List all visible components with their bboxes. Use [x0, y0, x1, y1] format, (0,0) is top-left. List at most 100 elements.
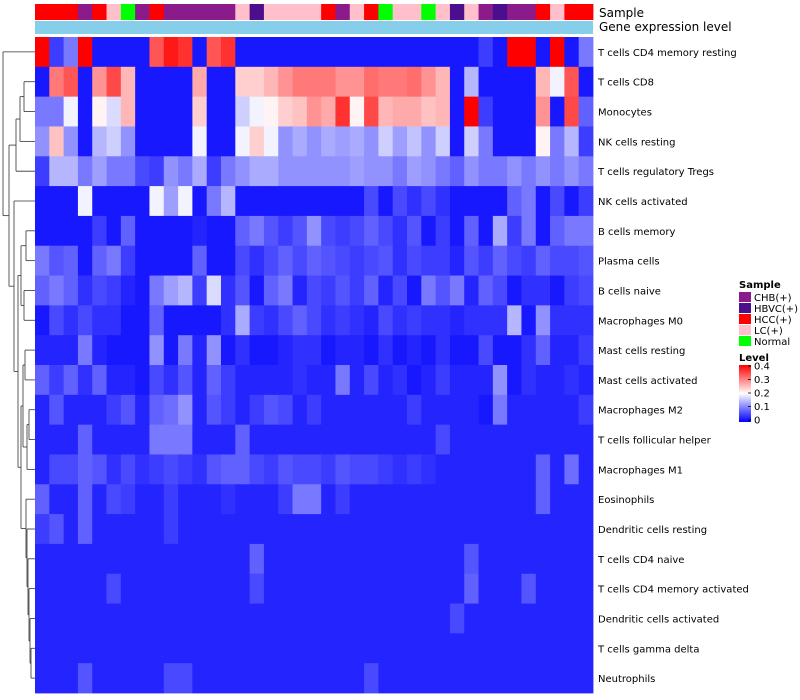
heatmap-cell — [263, 394, 279, 426]
heatmap-cell — [35, 663, 50, 694]
heatmap-cell — [135, 573, 150, 604]
heatmap-cell — [449, 66, 465, 98]
heatmap-cell — [221, 543, 236, 575]
heatmap-cell — [392, 156, 408, 187]
heatmap-cell — [492, 663, 508, 694]
heatmap-cell — [192, 514, 208, 545]
heatmap-cell — [178, 573, 193, 604]
heatmap-cell — [263, 573, 279, 604]
heatmap-cell — [535, 633, 551, 664]
heatmap-cell — [407, 96, 422, 127]
heatmap-cell — [306, 186, 322, 217]
heatmap-cell — [49, 394, 65, 426]
heatmap-cell — [535, 424, 551, 455]
heatmap-cell — [192, 335, 208, 366]
heatmap-cell — [120, 37, 136, 68]
heatmap-cell — [106, 215, 122, 247]
heatmap-cell — [478, 365, 494, 396]
sample-annotation-cell — [206, 4, 222, 20]
heatmap-cell — [435, 37, 451, 68]
heatmap-cell — [435, 573, 451, 604]
heatmap-cell — [392, 663, 408, 694]
heatmap-cell — [364, 365, 379, 396]
heatmap-cell — [407, 394, 422, 426]
heatmap-cell — [263, 245, 279, 276]
heatmap-cell — [550, 215, 565, 247]
heatmap-cell — [521, 156, 537, 187]
heatmap-cell — [221, 66, 236, 98]
heatmap-cell — [249, 215, 265, 247]
heatmap-cell — [478, 215, 494, 247]
row-label: T cells CD4 memory activated — [597, 585, 749, 596]
heatmap-cell — [564, 663, 580, 694]
heatmap-cell — [335, 365, 351, 396]
heatmap-cell — [550, 66, 565, 98]
heatmap-cell — [163, 126, 179, 157]
heatmap-cell — [49, 215, 65, 247]
heatmap-cell — [507, 603, 522, 634]
legend-tick-label: 0.1 — [754, 402, 770, 413]
heatmap-cell — [163, 424, 179, 455]
heatmap-cell — [135, 126, 150, 157]
heatmap-cell — [449, 573, 465, 604]
heatmap-cell — [349, 37, 365, 68]
heatmap-cell — [163, 514, 179, 545]
heatmap-cell — [135, 394, 150, 426]
heatmap-cell — [292, 663, 308, 694]
heatmap-cell — [92, 245, 107, 276]
heatmap-cell — [507, 454, 522, 485]
heatmap-cell — [492, 365, 508, 396]
heatmap-cell — [35, 514, 50, 545]
heatmap-cell — [106, 543, 122, 575]
heatmap-cell — [564, 514, 580, 545]
sample-annotation-cell — [278, 4, 293, 20]
heatmap-cell — [92, 156, 107, 187]
row-label: Macrophages M1 — [598, 465, 683, 476]
heatmap-cell — [478, 275, 494, 306]
heatmap-cell — [421, 514, 437, 545]
row-label: NK cells resting — [598, 137, 675, 148]
heatmap-cell — [263, 37, 279, 68]
heatmap-cell — [278, 335, 293, 366]
heatmap-cell — [163, 365, 179, 396]
heatmap-cell — [206, 156, 222, 187]
heatmap-cell — [578, 663, 594, 694]
heatmap-cell — [35, 37, 50, 68]
heatmap-cell — [335, 514, 351, 545]
heatmap-cell — [335, 156, 351, 187]
heatmap-cell — [235, 126, 251, 157]
heatmap-cell — [120, 156, 136, 187]
heatmap-cell — [378, 305, 394, 336]
heatmap-cell — [306, 37, 322, 68]
heatmap-cell — [49, 424, 65, 455]
heatmap-cell — [421, 603, 437, 634]
heatmap-cell — [163, 37, 179, 68]
heatmap-cell — [263, 543, 279, 575]
sample-annotation-cell — [435, 4, 451, 20]
heatmap-cell — [192, 37, 208, 68]
heatmap-cell — [321, 663, 336, 694]
heatmap-cell — [507, 484, 522, 515]
heatmap-cell — [278, 543, 293, 575]
heatmap-cell — [192, 484, 208, 515]
heatmap-cell — [392, 275, 408, 306]
heatmap-cell — [435, 126, 451, 157]
sample-annotation-cell — [392, 4, 408, 20]
heatmap-cell — [349, 186, 365, 217]
heatmap-cell — [206, 484, 222, 515]
heatmap-cell — [535, 66, 551, 98]
heatmap-cell — [178, 186, 193, 217]
heatmap-cell — [407, 573, 422, 604]
heatmap-cell — [49, 633, 65, 664]
heatmap-cell — [178, 484, 193, 515]
heatmap-cell — [335, 663, 351, 694]
heatmap-cell — [578, 394, 594, 426]
heatmap-cell — [507, 663, 522, 694]
heatmap-cell — [263, 484, 279, 515]
heatmap-cell — [49, 663, 65, 694]
heatmap-cell — [221, 275, 236, 306]
heatmap-cell — [535, 365, 551, 396]
heatmap-cell — [49, 126, 65, 157]
heatmap-cell — [349, 394, 365, 426]
heatmap-cell — [578, 215, 594, 247]
